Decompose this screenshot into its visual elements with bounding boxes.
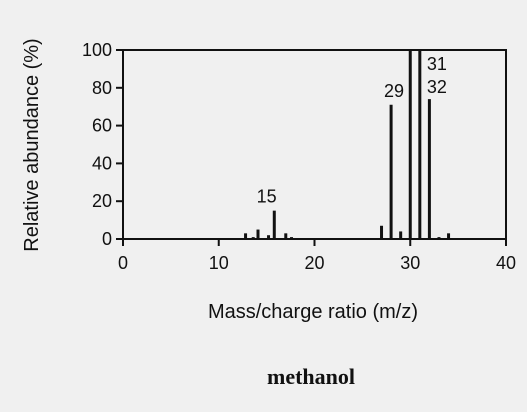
- x-axis-ticks: 0 10 20 30 40: [118, 239, 516, 273]
- y-tick-label: 20: [92, 191, 112, 211]
- chart-caption: methanol: [267, 364, 355, 389]
- peak-label: 15: [257, 187, 277, 207]
- x-tick-label: 40: [496, 253, 516, 273]
- peak-labels: 15 29 31 32: [257, 54, 447, 207]
- x-tick-label: 0: [118, 253, 128, 273]
- x-tick-label: 20: [304, 253, 324, 273]
- y-axis-ticks: 0 20 40 60 80 100: [82, 40, 123, 249]
- y-tick-label: 100: [82, 40, 112, 60]
- y-tick-label: 0: [102, 229, 112, 249]
- plot-area: [122, 49, 507, 240]
- peaks: [244, 50, 451, 239]
- x-tick-label: 10: [209, 253, 229, 273]
- y-tick-label: 40: [92, 153, 112, 173]
- y-tick-label: 60: [92, 116, 112, 136]
- y-tick-label: 80: [92, 78, 112, 98]
- x-axis-title: Mass/charge ratio (m/z): [208, 301, 418, 323]
- peak-label: 31: [427, 54, 447, 74]
- peak-label: 32: [427, 77, 447, 97]
- plot-frame: [122, 49, 507, 240]
- peak-label: 29: [384, 81, 404, 101]
- y-axis-title: Relative abundance (%): [21, 38, 43, 251]
- x-tick-label: 30: [400, 253, 420, 273]
